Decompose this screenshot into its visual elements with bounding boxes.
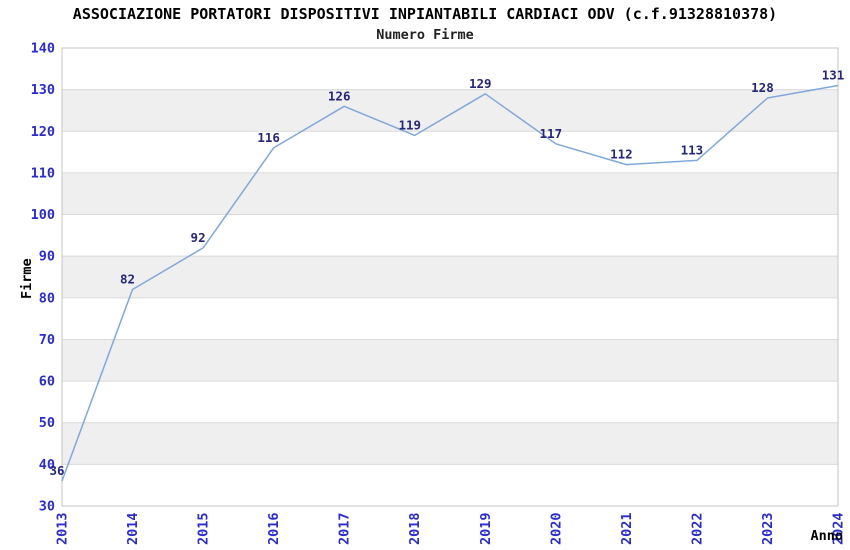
y-tick-label: 70 [39, 332, 55, 348]
x-tick-label: 2023 [760, 512, 776, 545]
y-tick-label: 130 [31, 82, 55, 98]
data-point-label: 112 [610, 147, 633, 162]
data-point-label: 128 [751, 80, 774, 95]
x-tick-label: 2017 [337, 512, 353, 545]
y-tick-label: 30 [39, 499, 55, 515]
chart-subtitle: Numero Firme [376, 27, 474, 43]
x-tick-label: 2016 [266, 512, 282, 545]
data-line [61, 84, 839, 482]
data-point-label: 113 [681, 142, 704, 157]
grid-band [62, 339, 838, 382]
y-tick-label: 80 [39, 290, 55, 306]
grid-band [62, 172, 838, 215]
chart-title: ASSOCIAZIONE PORTATORI DISPOSITIVI INPIA… [72, 5, 778, 23]
x-tick-label: 2020 [548, 512, 564, 545]
data-point-label: 82 [120, 271, 135, 286]
data-point-label: 36 [49, 463, 64, 478]
data-point-label: 126 [328, 88, 351, 103]
x-tick-label: 2022 [689, 512, 705, 545]
y-tick-label: 40 [39, 457, 55, 473]
data-point-label: 92 [191, 230, 206, 245]
x-tick-label: 2018 [407, 512, 423, 545]
data-point-label: 131 [822, 67, 845, 82]
y-tick-label: 50 [39, 415, 55, 431]
x-tick-label: 2015 [196, 512, 212, 545]
y-tick-label: 60 [39, 374, 55, 390]
y-tick-label: 120 [31, 124, 55, 140]
grid-band [62, 89, 838, 132]
x-tick-label: 2024 [831, 512, 847, 545]
grid-band [62, 422, 838, 465]
y-tick-label: 90 [39, 249, 55, 265]
data-point-label: 116 [257, 130, 280, 145]
data-point-label: 117 [540, 126, 563, 141]
data-point-label: 129 [469, 76, 492, 91]
x-tick-label: 2021 [619, 512, 635, 545]
x-axis-title: Anno [810, 528, 843, 544]
y-tick-label: 110 [31, 165, 55, 181]
x-tick-label: 2019 [478, 512, 494, 545]
y-tick-label: 140 [31, 41, 55, 57]
plot-border [61, 47, 839, 507]
grid-band [62, 256, 838, 298]
y-tick-label: 100 [31, 207, 55, 223]
x-tick-label: 2013 [55, 512, 71, 545]
y-axis-title: Firme [19, 258, 35, 299]
x-tick-label: 2014 [125, 512, 141, 545]
data-point-label: 119 [398, 117, 421, 132]
